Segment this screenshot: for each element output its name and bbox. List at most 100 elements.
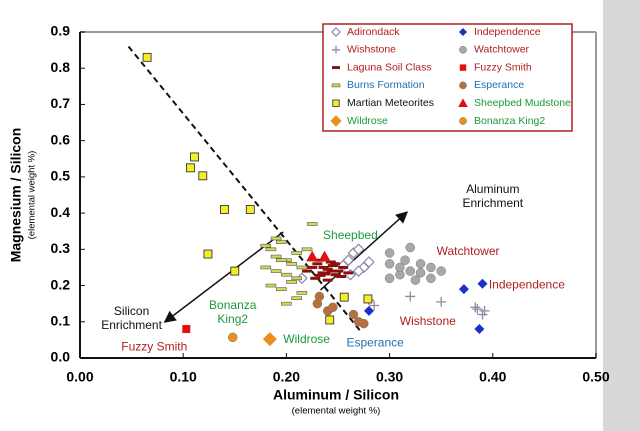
marker-diamond <box>477 278 488 289</box>
y-tick-label: 0.0 <box>51 349 71 365</box>
side-strip <box>603 0 640 431</box>
marker-diamond <box>330 115 342 127</box>
marker-diamond <box>352 265 365 277</box>
legend-label: Adirondack <box>347 26 400 38</box>
marker-dash <box>330 273 341 277</box>
marker-plus <box>479 305 490 316</box>
y-tick-label: 0.1 <box>51 312 71 328</box>
annotation: Enrichment <box>101 318 162 332</box>
marker-dash <box>310 276 321 280</box>
y-tick-label: 0.6 <box>51 131 71 147</box>
marker-square <box>339 292 349 302</box>
marker-square <box>198 171 208 181</box>
marker-circle <box>314 291 325 302</box>
marker-circle <box>415 259 426 269</box>
marker-circle <box>400 255 410 265</box>
y-tick-label: 0.8 <box>51 59 71 75</box>
legend-label: Watchtower <box>474 44 530 56</box>
marker-diamond <box>363 256 375 268</box>
marker-triangle <box>306 250 319 262</box>
reference-line <box>319 211 409 291</box>
marker-circle <box>405 266 415 276</box>
marker-dash <box>338 265 349 269</box>
annotation: Silicon <box>114 304 149 318</box>
marker-circle <box>436 266 446 276</box>
legend-label: Burns Formation <box>347 79 425 91</box>
y-tick-label: 0.9 <box>51 23 71 39</box>
y-tick-label: 0.4 <box>51 204 71 220</box>
marker-square <box>459 64 467 71</box>
marker-diamond <box>331 27 341 37</box>
marker-diamond <box>352 243 365 256</box>
marker-circle <box>384 248 395 258</box>
marker-dash <box>260 243 272 248</box>
marker-dash <box>265 247 277 252</box>
marker-dash <box>333 269 343 273</box>
marker-dash <box>336 275 347 278</box>
marker-square <box>245 205 255 214</box>
marker-dash <box>291 296 303 301</box>
marker-circle <box>348 309 359 320</box>
marker-circle <box>384 273 395 284</box>
marker-triangle <box>458 98 468 108</box>
marker-dash <box>307 265 318 269</box>
marker-square <box>325 315 335 325</box>
marker-circle <box>459 45 467 54</box>
marker-square <box>186 163 195 173</box>
marker-dash <box>281 272 292 277</box>
marker-dash <box>312 262 323 266</box>
marker-dash <box>326 269 337 273</box>
marker-dash <box>343 271 354 275</box>
annotation: Wishstone <box>400 314 456 328</box>
annotation: Bonanza <box>209 298 257 312</box>
marker-dash <box>286 280 297 284</box>
marker-dash <box>329 262 340 266</box>
marker-dash <box>286 262 297 266</box>
marker-diamond <box>459 28 467 36</box>
marker-dash <box>320 272 331 276</box>
legend-label: Esperance <box>474 79 524 91</box>
marker-dash <box>325 260 336 264</box>
marker-circle <box>328 302 338 313</box>
marker-dash <box>332 66 340 70</box>
marker-dash <box>315 273 326 277</box>
marker-circle <box>426 262 436 273</box>
marker-dash <box>260 265 272 270</box>
marker-dash <box>265 283 277 288</box>
marker-square <box>203 249 213 259</box>
y-tick-label: 0.3 <box>51 240 71 256</box>
x-tick-label: 0.00 <box>66 369 93 385</box>
marker-circle <box>410 275 421 285</box>
marker-dash <box>296 290 308 295</box>
annotation: Sheepbed <box>323 228 378 242</box>
y-tick-label: 0.5 <box>51 168 71 184</box>
marker-dash <box>270 269 282 273</box>
marker-diamond <box>474 324 485 335</box>
x-tick-label: 0.50 <box>582 369 609 385</box>
marker-dash <box>281 301 292 306</box>
marker-square <box>220 205 229 214</box>
annotation: Fuzzy Smith <box>121 339 187 353</box>
marker-circle <box>405 242 415 253</box>
annotation: Watchtower <box>437 244 500 258</box>
marker-triangle <box>318 250 331 262</box>
marker-circle <box>459 81 467 90</box>
x-tick-label: 0.40 <box>479 369 506 385</box>
legend-label: Fuzzy Smith <box>474 61 532 73</box>
marker-diamond <box>363 305 374 316</box>
marker-circle <box>227 332 238 343</box>
marker-dash <box>275 258 287 263</box>
marker-dash <box>296 265 308 270</box>
marker-dash <box>318 265 329 269</box>
x-tick-label: 0.30 <box>376 369 403 385</box>
x-tick-label: 0.20 <box>273 369 300 385</box>
x-axis-title: Aluminum / Silicon <box>273 387 399 403</box>
marker-square <box>332 99 340 107</box>
marker-circle <box>459 117 467 125</box>
marker-square <box>182 325 191 334</box>
marker-square <box>230 266 240 276</box>
legend-label: Wishstone <box>347 44 396 56</box>
marker-dash <box>327 264 338 268</box>
marker-dash <box>322 278 333 282</box>
